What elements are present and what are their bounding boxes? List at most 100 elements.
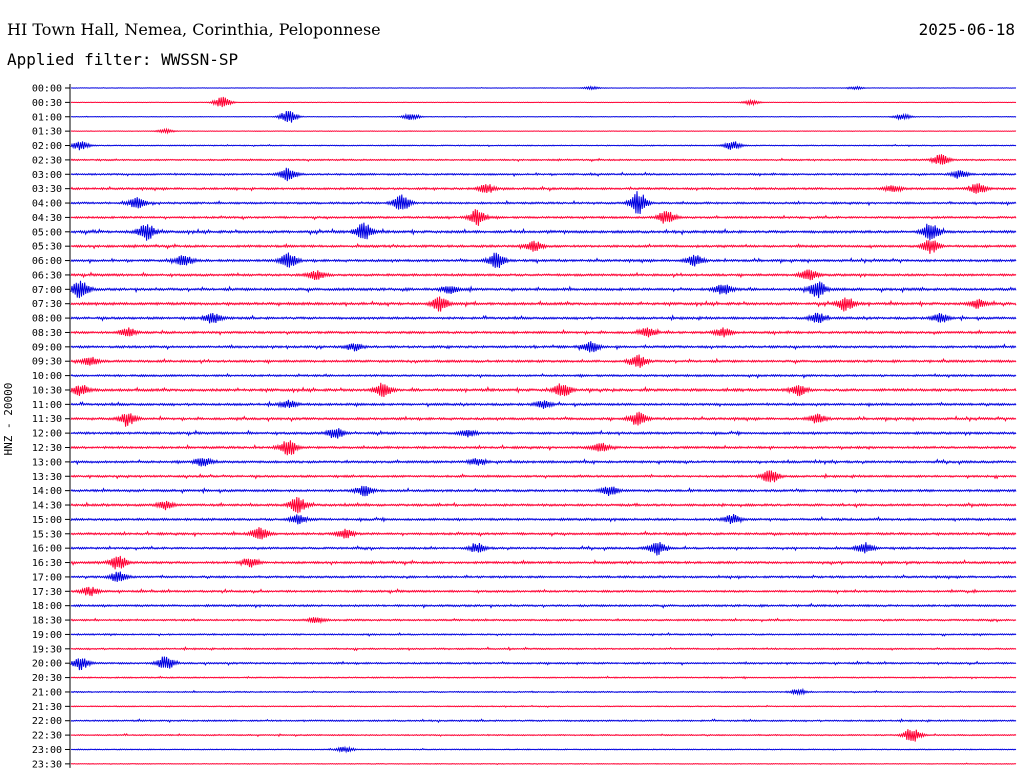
- seismic-trace-0330: [70, 183, 1017, 194]
- time-tick-label: 11:00: [32, 400, 62, 411]
- time-tick-label: 01:30: [32, 127, 62, 138]
- seismic-trace-0230: [70, 154, 1017, 165]
- time-tick-label: 03:30: [32, 184, 62, 195]
- seismic-trace-2300: [70, 745, 1017, 754]
- seismic-trace-0800: [70, 312, 1017, 324]
- time-tick-label: 21:00: [32, 687, 62, 698]
- time-tick-label: 21:30: [32, 702, 62, 713]
- time-tick-label: 07:00: [32, 285, 62, 296]
- time-tick-label: 12:00: [32, 429, 62, 440]
- seismic-trace-1130: [70, 411, 1017, 427]
- seismic-trace-0630: [70, 269, 1017, 281]
- time-tick-label: 02:00: [32, 141, 62, 152]
- time-tick-label: 09:30: [32, 357, 62, 368]
- time-tick-label: 00:30: [32, 98, 62, 109]
- time-tick-label: 17:30: [32, 587, 62, 598]
- seismic-trace-0000: [70, 85, 1017, 91]
- time-tick-label: 06:30: [32, 270, 62, 281]
- time-tick-label: 14:30: [32, 501, 62, 512]
- seismic-trace-2330: [70, 762, 1017, 766]
- seismic-trace-1330: [70, 470, 1017, 483]
- seismic-trace-1700: [70, 571, 1017, 582]
- time-tick-label: 10:00: [32, 371, 62, 382]
- seismic-trace-1030: [70, 382, 1017, 398]
- seismic-trace-0100: [70, 110, 1017, 123]
- seismic-trace-1430: [70, 496, 1017, 514]
- time-tick-label: 04:00: [32, 199, 62, 210]
- time-tick-label: 15:00: [32, 515, 62, 526]
- seismic-trace-0600: [70, 252, 1017, 269]
- seismic-trace-0730: [70, 296, 1017, 312]
- seismic-trace-1630: [70, 555, 1017, 570]
- seismic-trace-1300: [70, 457, 1017, 467]
- seismic-trace-0930: [70, 354, 1017, 368]
- time-tick-label: 05:00: [32, 227, 62, 238]
- date-label: 2025-06-18: [918, 20, 1015, 39]
- seismic-trace-2100: [70, 687, 1017, 696]
- time-tick-label: 20:00: [32, 659, 62, 670]
- seismic-trace-2030: [70, 675, 1017, 680]
- time-tick-label: 08:30: [32, 328, 62, 339]
- station-title: HI Town Hall, Nemea, Corinthia, Peloponn…: [7, 20, 381, 39]
- seismic-trace-1900: [70, 632, 1017, 637]
- seismic-trace-1930: [70, 646, 1017, 652]
- seismic-trace-0700: [70, 280, 1017, 299]
- filter-label: Applied filter: WWSSN-SP: [7, 50, 239, 69]
- time-tick-label: 15:30: [32, 529, 62, 540]
- seismic-trace-1200: [70, 428, 1017, 439]
- seismic-trace-2130: [70, 704, 1017, 708]
- seismic-trace-0300: [70, 167, 1017, 182]
- seismic-trace-1530: [70, 527, 1017, 540]
- seismic-trace-0030: [70, 96, 1017, 108]
- seismic-trace-0830: [70, 327, 1017, 338]
- time-tick-label: 03:00: [32, 170, 62, 181]
- time-tick-label: 09:00: [32, 342, 62, 353]
- time-tick-label: 05:30: [32, 242, 62, 253]
- time-tick-label: 18:00: [32, 601, 62, 612]
- seismic-trace-0530: [70, 240, 1017, 254]
- seismic-trace-2000: [70, 656, 1017, 671]
- time-tick-label: 01:00: [32, 112, 62, 123]
- time-tick-label: 04:30: [32, 213, 62, 224]
- time-tick-label: 10:30: [32, 385, 62, 396]
- time-tick-label: 13:00: [32, 457, 62, 468]
- time-tick-label: 19:00: [32, 630, 62, 641]
- time-tick-label: 16:30: [32, 558, 62, 569]
- seismic-trace-1100: [70, 399, 1017, 409]
- time-tick-label: 23:00: [32, 745, 62, 756]
- seismic-trace-1230: [70, 440, 1017, 456]
- time-tick-label: 08:00: [32, 314, 62, 325]
- seismic-trace-2200: [70, 718, 1017, 724]
- seismic-trace-1800: [70, 602, 1017, 609]
- time-tick-label: 00:00: [32, 84, 62, 95]
- time-tick-label: 19:30: [32, 644, 62, 655]
- seismic-trace-0130: [70, 127, 1017, 135]
- seismic-trace-1500: [70, 514, 1017, 525]
- seismic-trace-0900: [70, 341, 1017, 353]
- seismic-trace-1400: [70, 485, 1017, 497]
- time-tick-label: 06:00: [32, 256, 62, 267]
- time-tick-label: 14:00: [32, 486, 62, 497]
- seismic-trace-1830: [70, 616, 1017, 625]
- seismic-trace-1000: [70, 372, 1017, 379]
- time-tick-label: 12:30: [32, 443, 62, 454]
- time-tick-label: 02:30: [32, 155, 62, 166]
- seismic-trace-1730: [70, 586, 1017, 597]
- time-tick-label: 20:30: [32, 673, 62, 684]
- time-tick-label: 22:30: [32, 731, 62, 742]
- seismic-trace-0400: [70, 191, 1017, 214]
- time-tick-label: 16:00: [32, 544, 62, 555]
- time-tick-label: 22:00: [32, 716, 62, 727]
- seismic-trace-0500: [70, 222, 1017, 241]
- time-tick-label: 23:30: [32, 759, 62, 770]
- time-tick-label: 18:30: [32, 616, 62, 627]
- seismic-trace-2230: [70, 729, 1017, 742]
- seismic-trace-1600: [70, 541, 1017, 556]
- time-tick-label: 11:30: [32, 414, 62, 425]
- time-tick-label: 07:30: [32, 299, 62, 310]
- time-tick-label: 13:30: [32, 472, 62, 483]
- seismic-trace-0430: [70, 209, 1017, 226]
- time-tick-label: 17:00: [32, 572, 62, 583]
